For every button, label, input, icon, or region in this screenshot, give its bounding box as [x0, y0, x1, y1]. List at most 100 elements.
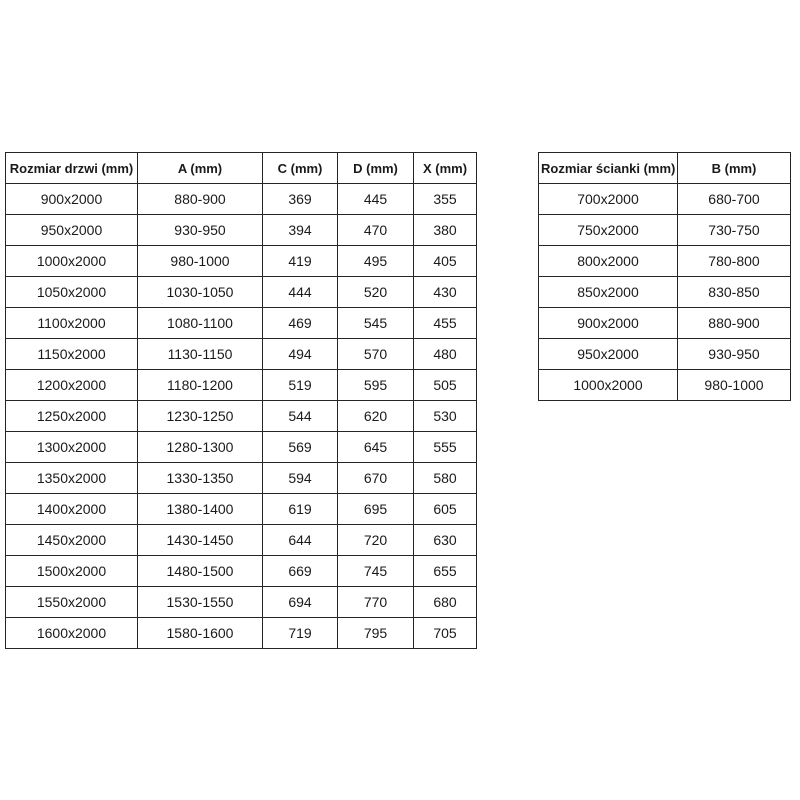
table-cell: 645: [337, 431, 414, 463]
table-cell: 669: [262, 555, 338, 587]
table-cell: 695: [337, 493, 414, 525]
door-sizes-table-body: 900x2000 880-900 369 445 355 950x2000 930-950 3…: [5, 183, 477, 649]
table-cell: 430: [413, 276, 477, 308]
table-cell: 930-950: [677, 338, 791, 370]
table-row: 700x2000 680-700: [538, 183, 791, 215]
table-cell: 1450x2000: [5, 524, 138, 556]
table-cell: 880-900: [677, 307, 791, 339]
table-cell: 405: [413, 245, 477, 277]
table-cell: 594: [262, 462, 338, 494]
table-cell: 1250x2000: [5, 400, 138, 432]
table-cell: 605: [413, 493, 477, 525]
table-cell: 850x2000: [538, 276, 678, 308]
column-header: A (mm): [137, 152, 263, 184]
table-cell: 1000x2000: [538, 369, 678, 401]
table-row: 1000x2000 980-1000 419 495 405: [5, 245, 477, 277]
table-cell: 544: [262, 400, 338, 432]
table-cell: 495: [337, 245, 414, 277]
table-cell: 900x2000: [538, 307, 678, 339]
table-cell: 644: [262, 524, 338, 556]
table-cell: 900x2000: [5, 183, 138, 215]
table-cell: 780-800: [677, 245, 791, 277]
table-row: 850x2000 830-850: [538, 276, 791, 308]
table-row: 1300x2000 1280-1300 569 645 555: [5, 431, 477, 463]
table-cell: 800x2000: [538, 245, 678, 277]
table-cell: 530: [413, 400, 477, 432]
table-cell: 394: [262, 214, 338, 246]
table-row: 1200x2000 1180-1200 519 595 505: [5, 369, 477, 401]
table-cell: 680: [413, 586, 477, 618]
table-cell: 770: [337, 586, 414, 618]
table-row: 1050x2000 1030-1050 444 520 430: [5, 276, 477, 308]
table-cell: 1150x2000: [5, 338, 138, 370]
table-cell: 1100x2000: [5, 307, 138, 339]
column-header: B (mm): [677, 152, 791, 184]
table-cell: 355: [413, 183, 477, 215]
table-cell: 555: [413, 431, 477, 463]
table-cell: 1130-1150: [137, 338, 263, 370]
table-cell: 1600x2000: [5, 617, 138, 649]
table-cell: 1500x2000: [5, 555, 138, 587]
table-cell: 1000x2000: [5, 245, 138, 277]
table-cell: 620: [337, 400, 414, 432]
table-cell: 630: [413, 524, 477, 556]
column-header: X (mm): [413, 152, 477, 184]
table-cell: 680-700: [677, 183, 791, 215]
table-cell: 1280-1300: [137, 431, 263, 463]
table-cell: 520: [337, 276, 414, 308]
table-cell: 545: [337, 307, 414, 339]
table-cell: 494: [262, 338, 338, 370]
table-cell: 670: [337, 462, 414, 494]
table-row: 1400x2000 1380-1400 619 695 605: [5, 493, 477, 525]
table-row: 1000x2000 980-1000: [538, 369, 791, 401]
table-cell: 569: [262, 431, 338, 463]
table-cell: 950x2000: [538, 338, 678, 370]
column-header: C (mm): [262, 152, 338, 184]
table-cell: 750x2000: [538, 214, 678, 246]
table-row: 1450x2000 1430-1450 644 720 630: [5, 524, 477, 556]
wall-sizes-table-body: 700x2000 680-700 750x2000 730-750 800x2000 78…: [538, 183, 791, 401]
table-row: 750x2000 730-750: [538, 214, 791, 246]
table-cell: 1380-1400: [137, 493, 263, 525]
table-cell: 1030-1050: [137, 276, 263, 308]
table-cell: 1530-1550: [137, 586, 263, 618]
table-cell: 745: [337, 555, 414, 587]
table-cell: 795: [337, 617, 414, 649]
table-cell: 930-950: [137, 214, 263, 246]
table-cell: 369: [262, 183, 338, 215]
table-cell: 694: [262, 586, 338, 618]
column-header: Rozmiar drzwi (mm): [5, 152, 138, 184]
table-row: 1600x2000 1580-1600 719 795 705: [5, 617, 477, 649]
table-cell: 519: [262, 369, 338, 401]
column-header: D (mm): [337, 152, 414, 184]
table-cell: 619: [262, 493, 338, 525]
table-cell: 445: [337, 183, 414, 215]
table-cell: 580: [413, 462, 477, 494]
table-cell: 455: [413, 307, 477, 339]
table-cell: 1430-1450: [137, 524, 263, 556]
table-cell: 980-1000: [137, 245, 263, 277]
table-cell: 720: [337, 524, 414, 556]
table-cell: 1400x2000: [5, 493, 138, 525]
table-cell: 719: [262, 617, 338, 649]
table-header-row: Rozmiar ścianki (mm) B (mm): [538, 152, 791, 184]
table-cell: 830-850: [677, 276, 791, 308]
table-cell: 1350x2000: [5, 462, 138, 494]
table-cell: 655: [413, 555, 477, 587]
wall-sizes-table: Rozmiar ścianki (mm) B (mm) 700x2000 680-7…: [538, 152, 791, 401]
table-row: 1500x2000 1480-1500 669 745 655: [5, 555, 477, 587]
table-row: 1550x2000 1530-1550 694 770 680: [5, 586, 477, 618]
table-cell: 480: [413, 338, 477, 370]
door-sizes-table-header: Rozmiar drzwi (mm) A (mm) C (mm) D (mm) X (m…: [5, 152, 477, 184]
table-cell: 419: [262, 245, 338, 277]
table-cell: 470: [337, 214, 414, 246]
table-cell: 980-1000: [677, 369, 791, 401]
table-cell: 1580-1600: [137, 617, 263, 649]
table-cell: 1180-1200: [137, 369, 263, 401]
table-cell: 705: [413, 617, 477, 649]
table-cell: 570: [337, 338, 414, 370]
table-cell: 1550x2000: [5, 586, 138, 618]
table-row: 900x2000 880-900: [538, 307, 791, 339]
table-cell: 444: [262, 276, 338, 308]
